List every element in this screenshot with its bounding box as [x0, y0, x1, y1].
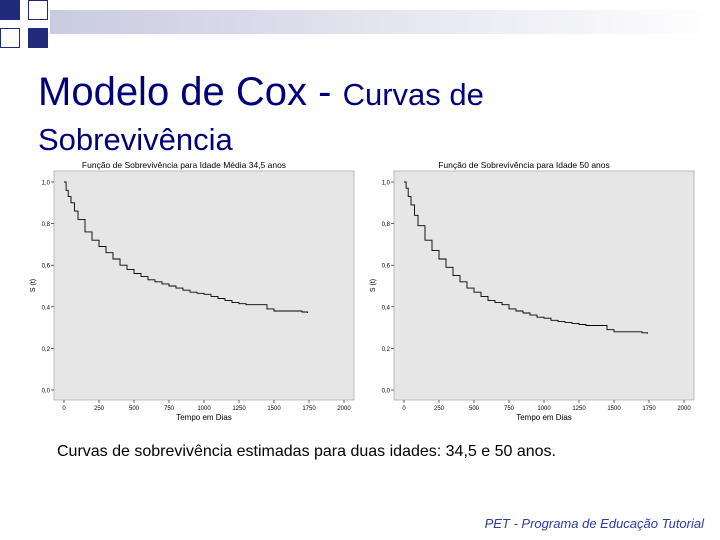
plot-area [393, 170, 695, 401]
slide-title-main: Modelo de Cox - [38, 70, 343, 114]
figure-caption: Curvas de sobrevivência estimadas para d… [57, 443, 556, 460]
x-tick-label: 0 [62, 406, 66, 412]
y-tick-label: 0,4 [42, 305, 51, 311]
y-tick-label: 0,2 [382, 347, 391, 353]
y-tick-label: 0,0 [42, 389, 51, 395]
y-tick-label: 0,6 [382, 264, 391, 270]
x-tick-label: 750 [164, 406, 175, 412]
y-tick-label: 0,2 [42, 347, 51, 353]
x-tick-label: 750 [504, 406, 515, 412]
chart-title: Função de Sobrevivência para Idade Média… [82, 160, 286, 170]
x-tick-label: 1750 [642, 406, 656, 412]
x-axis-label: Tempo em Dias [176, 413, 232, 422]
y-axis-label: S (t) [30, 279, 37, 292]
slide-title-line2: Sobrevivência [38, 122, 233, 157]
x-tick-label: 2000 [677, 406, 691, 412]
x-tick-label: 2000 [337, 406, 351, 412]
y-tick-label: 0,8 [42, 222, 51, 228]
y-tick-label: 0,4 [382, 305, 391, 311]
x-axis-label: Tempo em Dias [516, 413, 572, 422]
y-tick-label: 1,0 [382, 181, 391, 187]
decor-band [50, 10, 720, 34]
plot-area [53, 170, 355, 401]
x-tick-label: 500 [469, 406, 480, 412]
survival-curve [404, 181, 649, 334]
y-axis-label: S (t) [370, 279, 377, 292]
x-tick-label: 1250 [572, 406, 586, 412]
footer-text: PET - Programa de Educação Tutorial [484, 516, 704, 531]
y-tick-label: 0,6 [42, 264, 51, 270]
x-tick-label: 500 [129, 406, 140, 412]
decor-square-3 [0, 28, 20, 48]
x-tick-label: 1000 [197, 406, 211, 412]
x-tick-label: 250 [94, 406, 105, 412]
x-tick-label: 1000 [537, 406, 551, 412]
y-tick-label: 0,0 [382, 389, 391, 395]
survival-chart-left: Função de Sobrevivência para Idade Média… [30, 160, 355, 422]
x-tick-label: 1500 [607, 406, 621, 412]
slide-title-rest: Curvas de [342, 77, 484, 112]
slide-title: Modelo de Cox - Curvas de [38, 70, 484, 115]
y-tick-label: 0,8 [382, 222, 391, 228]
decor-square-1 [0, 0, 20, 20]
survival-curve [64, 181, 309, 313]
x-tick-label: 1250 [232, 406, 246, 412]
decor-square-4 [28, 28, 48, 48]
x-tick-label: 250 [434, 406, 445, 412]
decor-square-2 [28, 0, 48, 20]
y-tick-label: 1,0 [42, 181, 51, 187]
x-tick-label: 1750 [302, 406, 316, 412]
chart-title: Função de Sobrevivência para Idade 50 an… [438, 160, 610, 170]
x-tick-label: 0 [402, 406, 406, 412]
x-tick-label: 1500 [267, 406, 281, 412]
survival-chart-right: Função de Sobrevivência para Idade 50 an… [370, 160, 695, 422]
